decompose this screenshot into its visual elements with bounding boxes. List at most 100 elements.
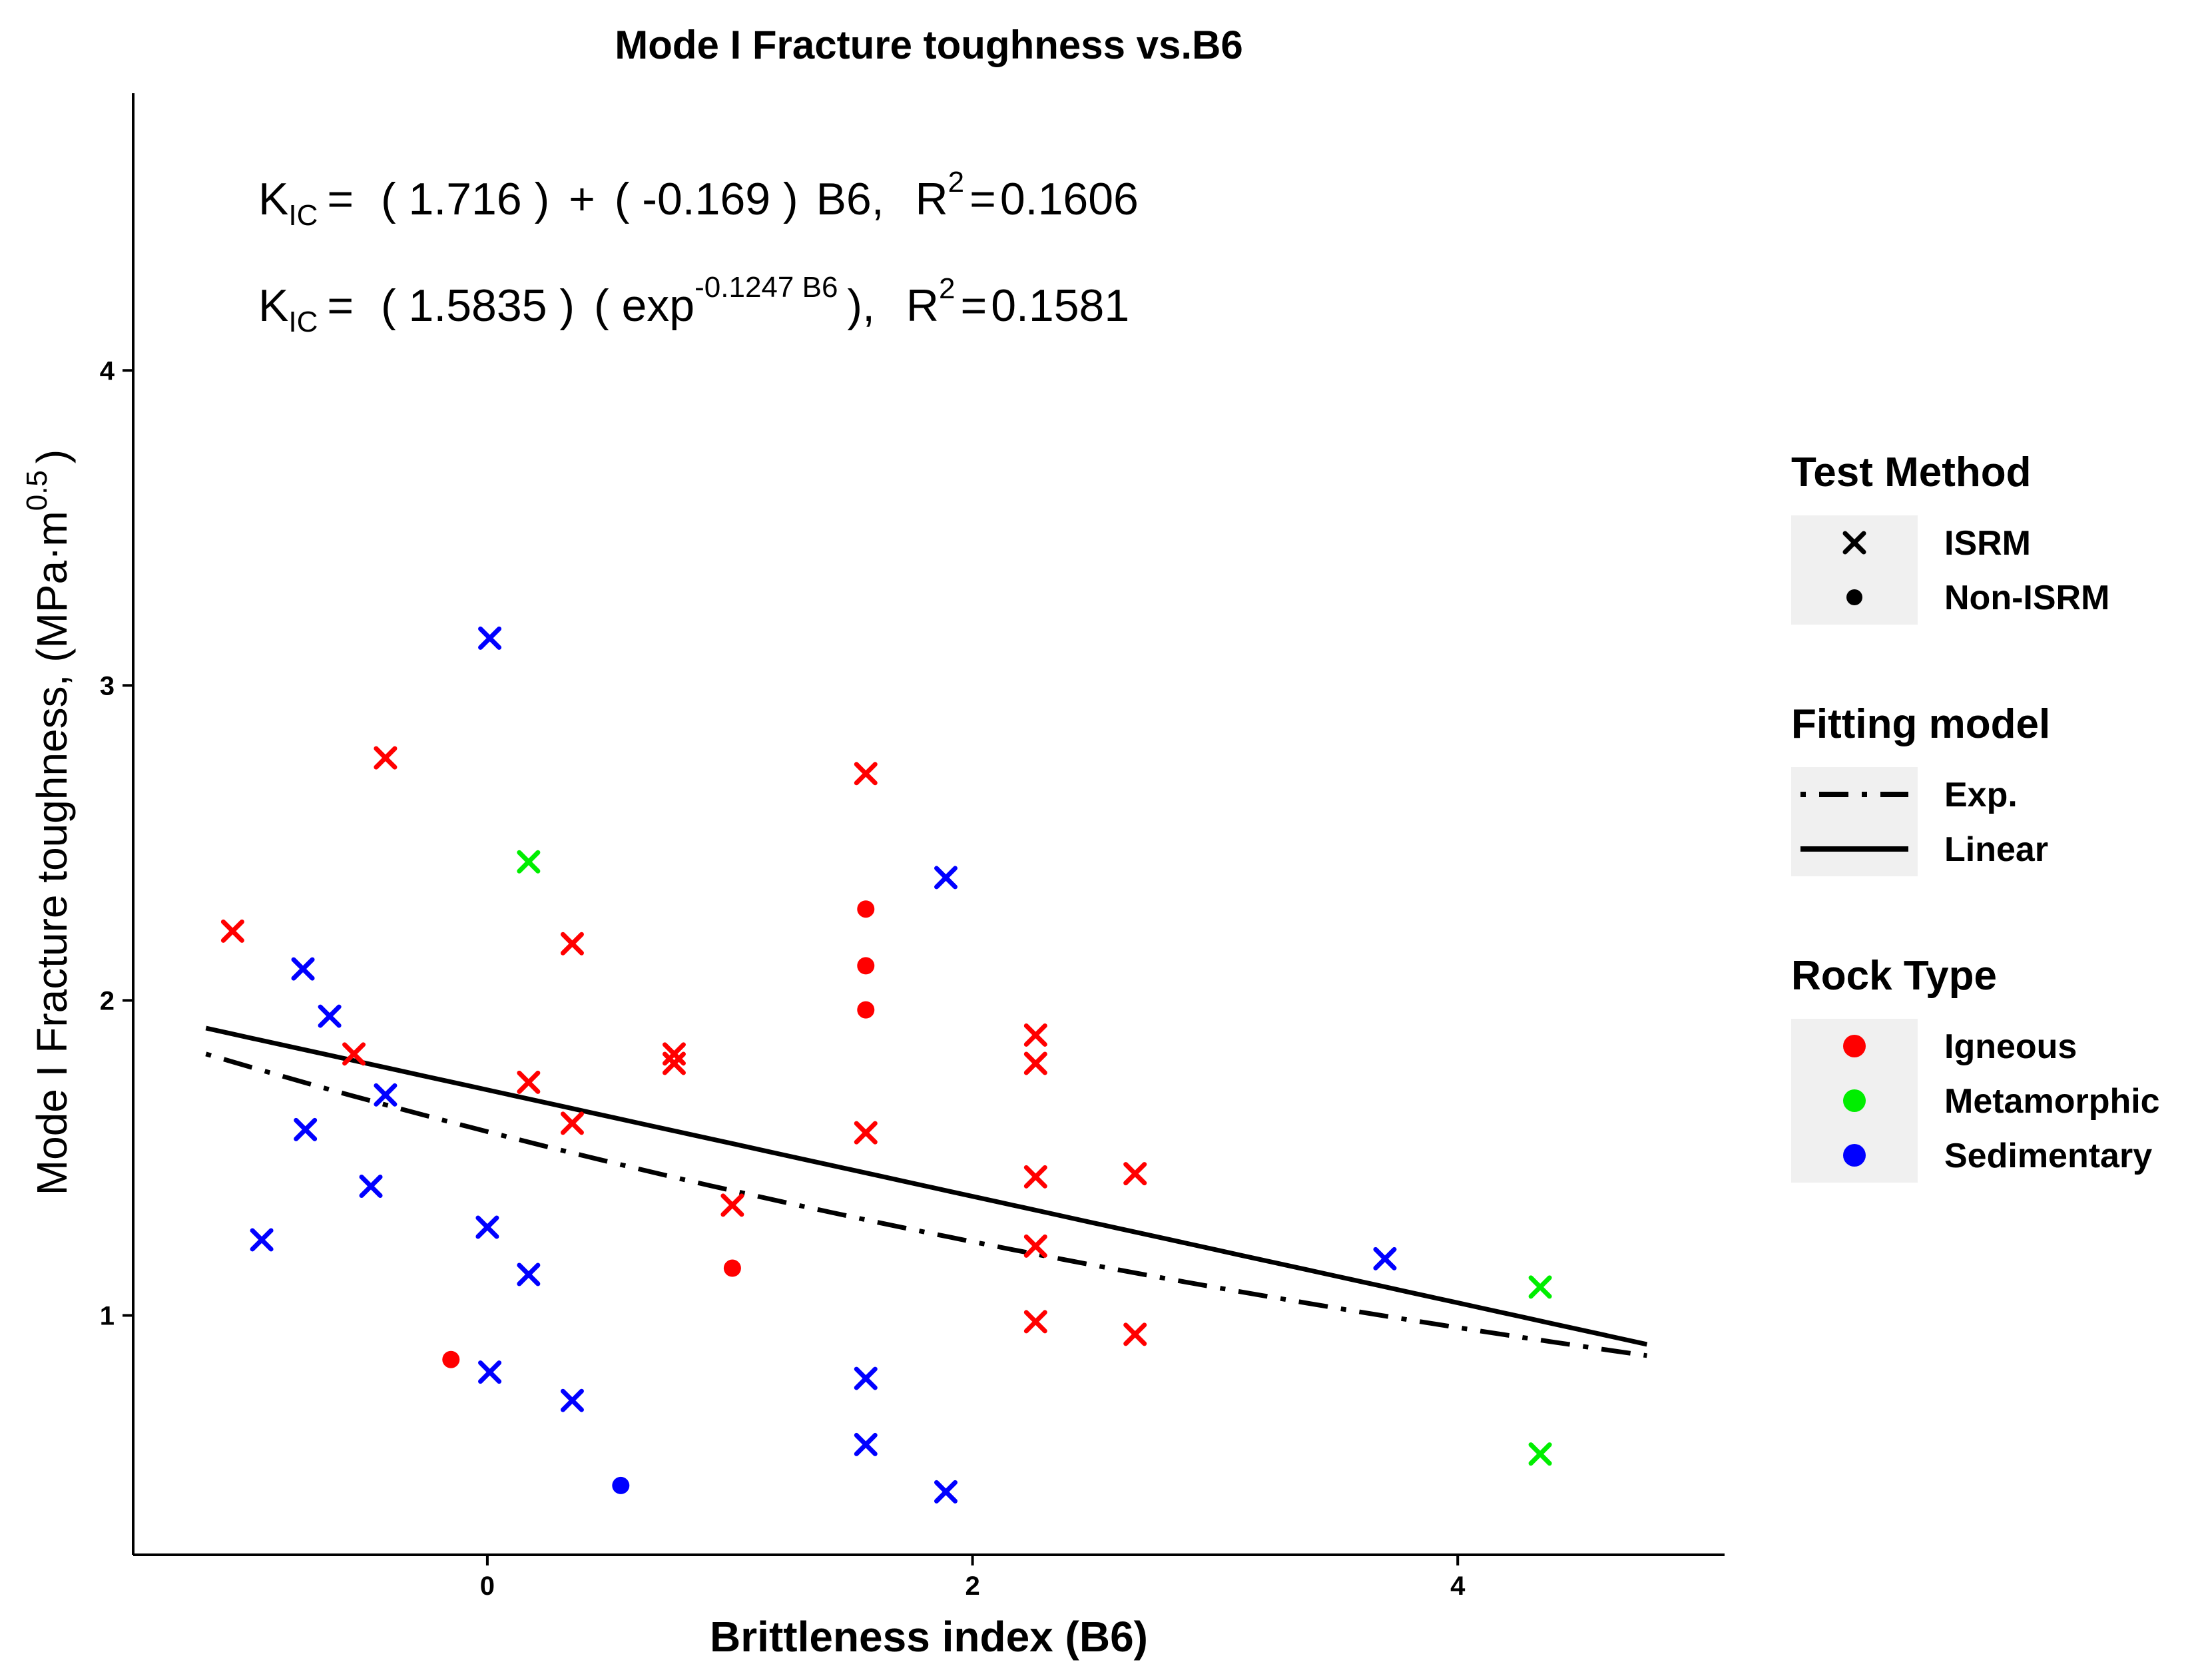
data-point-igneous-isrm: [662, 1051, 686, 1075]
data-point-igneous-non-isrm: [857, 900, 875, 918]
svg-text:KIC= ( 1.5835 ) (: KIC = ( 1.5835 ) ( exp-0.1247 B6), R2 =0.1…: [258, 271, 1129, 338]
legend-item-label: Non-ISRM: [1944, 579, 2109, 617]
y-tick-label: 1: [100, 1301, 115, 1330]
data-point-igneous-isrm: [560, 932, 584, 956]
legend-key-dot: [1846, 589, 1862, 605]
legend-item-label: ISRM: [1944, 524, 2031, 563]
equation-exp: KIC = ( 1.5835 ) ( exp-0.1247 B6), R2 =0.1…: [258, 271, 1129, 338]
legend-item-label: Linear: [1944, 830, 2048, 869]
legend-rock-type: Rock Type Igneous Metamorphic Sedimentary: [1791, 953, 2160, 1183]
data-point-igneous-isrm: [854, 1121, 878, 1145]
data-point-sedimentary-isrm: [478, 1360, 502, 1384]
eq-exp-close: ),: [847, 280, 875, 331]
eq-r-sup: 2: [948, 166, 964, 198]
legend-fitting-model: Fitting model Exp. Linear: [1791, 701, 2050, 876]
eq-r: R: [916, 174, 948, 224]
eq-k-sub: IC: [288, 306, 318, 338]
eq-r2-value: 0.1606: [1000, 174, 1139, 224]
legend-key-color: [1843, 1035, 1866, 1057]
eq-r-equals: =: [969, 174, 996, 224]
x-tick-label: 2: [965, 1571, 979, 1601]
legend-key-cross: [1842, 531, 1866, 555]
legend-key-color: [1843, 1089, 1866, 1112]
eq-r: R: [906, 280, 939, 331]
data-point-sedimentary-isrm: [854, 1366, 878, 1390]
fit-line-linear: [205, 1025, 1648, 1347]
data-point-igneous-isrm: [720, 1193, 744, 1217]
data-point-sedimentary-isrm: [934, 866, 958, 890]
legend-item-label: Metamorphic: [1944, 1082, 2160, 1121]
data-point-sedimentary-isrm: [359, 1175, 383, 1199]
data-point-igneous-isrm: [560, 1111, 584, 1135]
data-point-igneous-isrm: [854, 762, 878, 786]
legend-test-method: Test Method ISRM Non-ISRM: [1791, 449, 2109, 625]
data-point-igneous-isrm: [517, 1070, 541, 1094]
data-point-igneous-isrm: [1023, 1023, 1047, 1047]
x-tick-label: 4: [1450, 1571, 1466, 1601]
y-axis-label-sup: 0.5: [21, 470, 53, 511]
legend: Test Method ISRM Non-ISRM Fitting model Exp.…: [1791, 449, 2160, 1183]
legend-title: Fitting model: [1791, 701, 2050, 747]
eq-coef: ( 1.5835 ): [381, 280, 575, 331]
legend-key-box: [1791, 767, 1918, 876]
eq-slope: ( -0.169 ): [615, 174, 798, 224]
legend-title: Rock Type: [1791, 953, 1997, 999]
data-point-metamorphic-isrm: [1528, 1442, 1552, 1466]
data-point-igneous-non-isrm: [857, 1001, 875, 1019]
eq-exp-sup: -0.1247 B6: [694, 271, 838, 304]
eq-r-sup: 2: [939, 272, 955, 305]
data-point-igneous-isrm: [1023, 1165, 1047, 1189]
data-point-igneous-isrm: [1023, 1310, 1047, 1334]
data-point-sedimentary-isrm: [374, 1083, 398, 1107]
data-point-igneous-isrm: [1023, 1234, 1047, 1258]
y-axis-label-close: ): [28, 449, 76, 463]
data-point-sedimentary-non-isrm: [612, 1476, 630, 1494]
eq-plus: +: [569, 174, 595, 224]
x-tick-label: 0: [480, 1571, 495, 1601]
data-point-sedimentary-isrm: [1373, 1247, 1397, 1270]
eq-exp-open: ( exp: [594, 280, 694, 331]
y-tick-label: 2: [100, 986, 115, 1015]
legend-key-color: [1843, 1144, 1866, 1167]
legend-item-label: Igneous: [1944, 1027, 2077, 1066]
eq-equals: =: [327, 280, 354, 331]
data-point-igneous-isrm: [342, 1042, 366, 1066]
legend-title: Test Method: [1791, 449, 2032, 495]
eq-intercept: ( 1.716 ): [381, 174, 549, 224]
axes: 0 2 4 1 2 3 4: [100, 93, 1725, 1601]
data-point-sedimentary-isrm: [291, 957, 315, 981]
eq-k-sub: IC: [288, 199, 318, 232]
legend-key-box: [1791, 515, 1918, 625]
plot-area: [205, 626, 1648, 1504]
x-axis-label: Brittleness index (B6): [710, 1613, 1148, 1661]
data-point-igneous-non-isrm: [723, 1259, 741, 1277]
data-point-igneous-isrm: [374, 746, 398, 770]
fit-line-exp: [205, 1051, 1647, 1358]
y-tick-label: 3: [100, 671, 115, 700]
data-point-sedimentary-isrm: [318, 1004, 342, 1028]
eq-equals: =: [327, 174, 354, 224]
data-point-sedimentary-isrm: [854, 1432, 878, 1456]
data-point-metamorphic-isrm: [517, 850, 541, 874]
y-tick-label: 4: [100, 356, 115, 386]
data-point-sedimentary-isrm: [250, 1228, 274, 1252]
equation-linear: KIC = ( 1.716 ) + ( -0.169 ) B6, R2 =0.160…: [258, 166, 1139, 232]
svg-text:KIC= ( 1.716 ) +: KIC = ( 1.716 ) + ( -0.169 ) B6, R2 =0.160…: [258, 166, 1139, 232]
eq-k: K: [258, 174, 288, 224]
legend-item-label: Exp.: [1944, 776, 2018, 814]
data-point-igneous-isrm: [1123, 1322, 1147, 1346]
data-point-sedimentary-isrm: [294, 1117, 318, 1141]
legend-item-label: Sedimentary: [1944, 1137, 2152, 1175]
data-point-igneous-isrm: [220, 919, 244, 943]
data-point-metamorphic-isrm: [1528, 1275, 1552, 1299]
eq-k: K: [258, 280, 288, 331]
data-point-sedimentary-isrm: [475, 1215, 499, 1239]
eq-r2-value: 0.1581: [991, 280, 1129, 331]
data-point-igneous-non-isrm: [442, 1350, 460, 1368]
data-point-igneous-isrm: [1023, 1051, 1047, 1075]
data-point-sedimentary-isrm: [517, 1262, 541, 1286]
data-point-sedimentary-isrm: [478, 626, 502, 650]
data-point-sedimentary-isrm: [560, 1388, 584, 1412]
y-axis-label: Mode I Fracture toughness, (MPa·m0.5): [21, 449, 76, 1195]
